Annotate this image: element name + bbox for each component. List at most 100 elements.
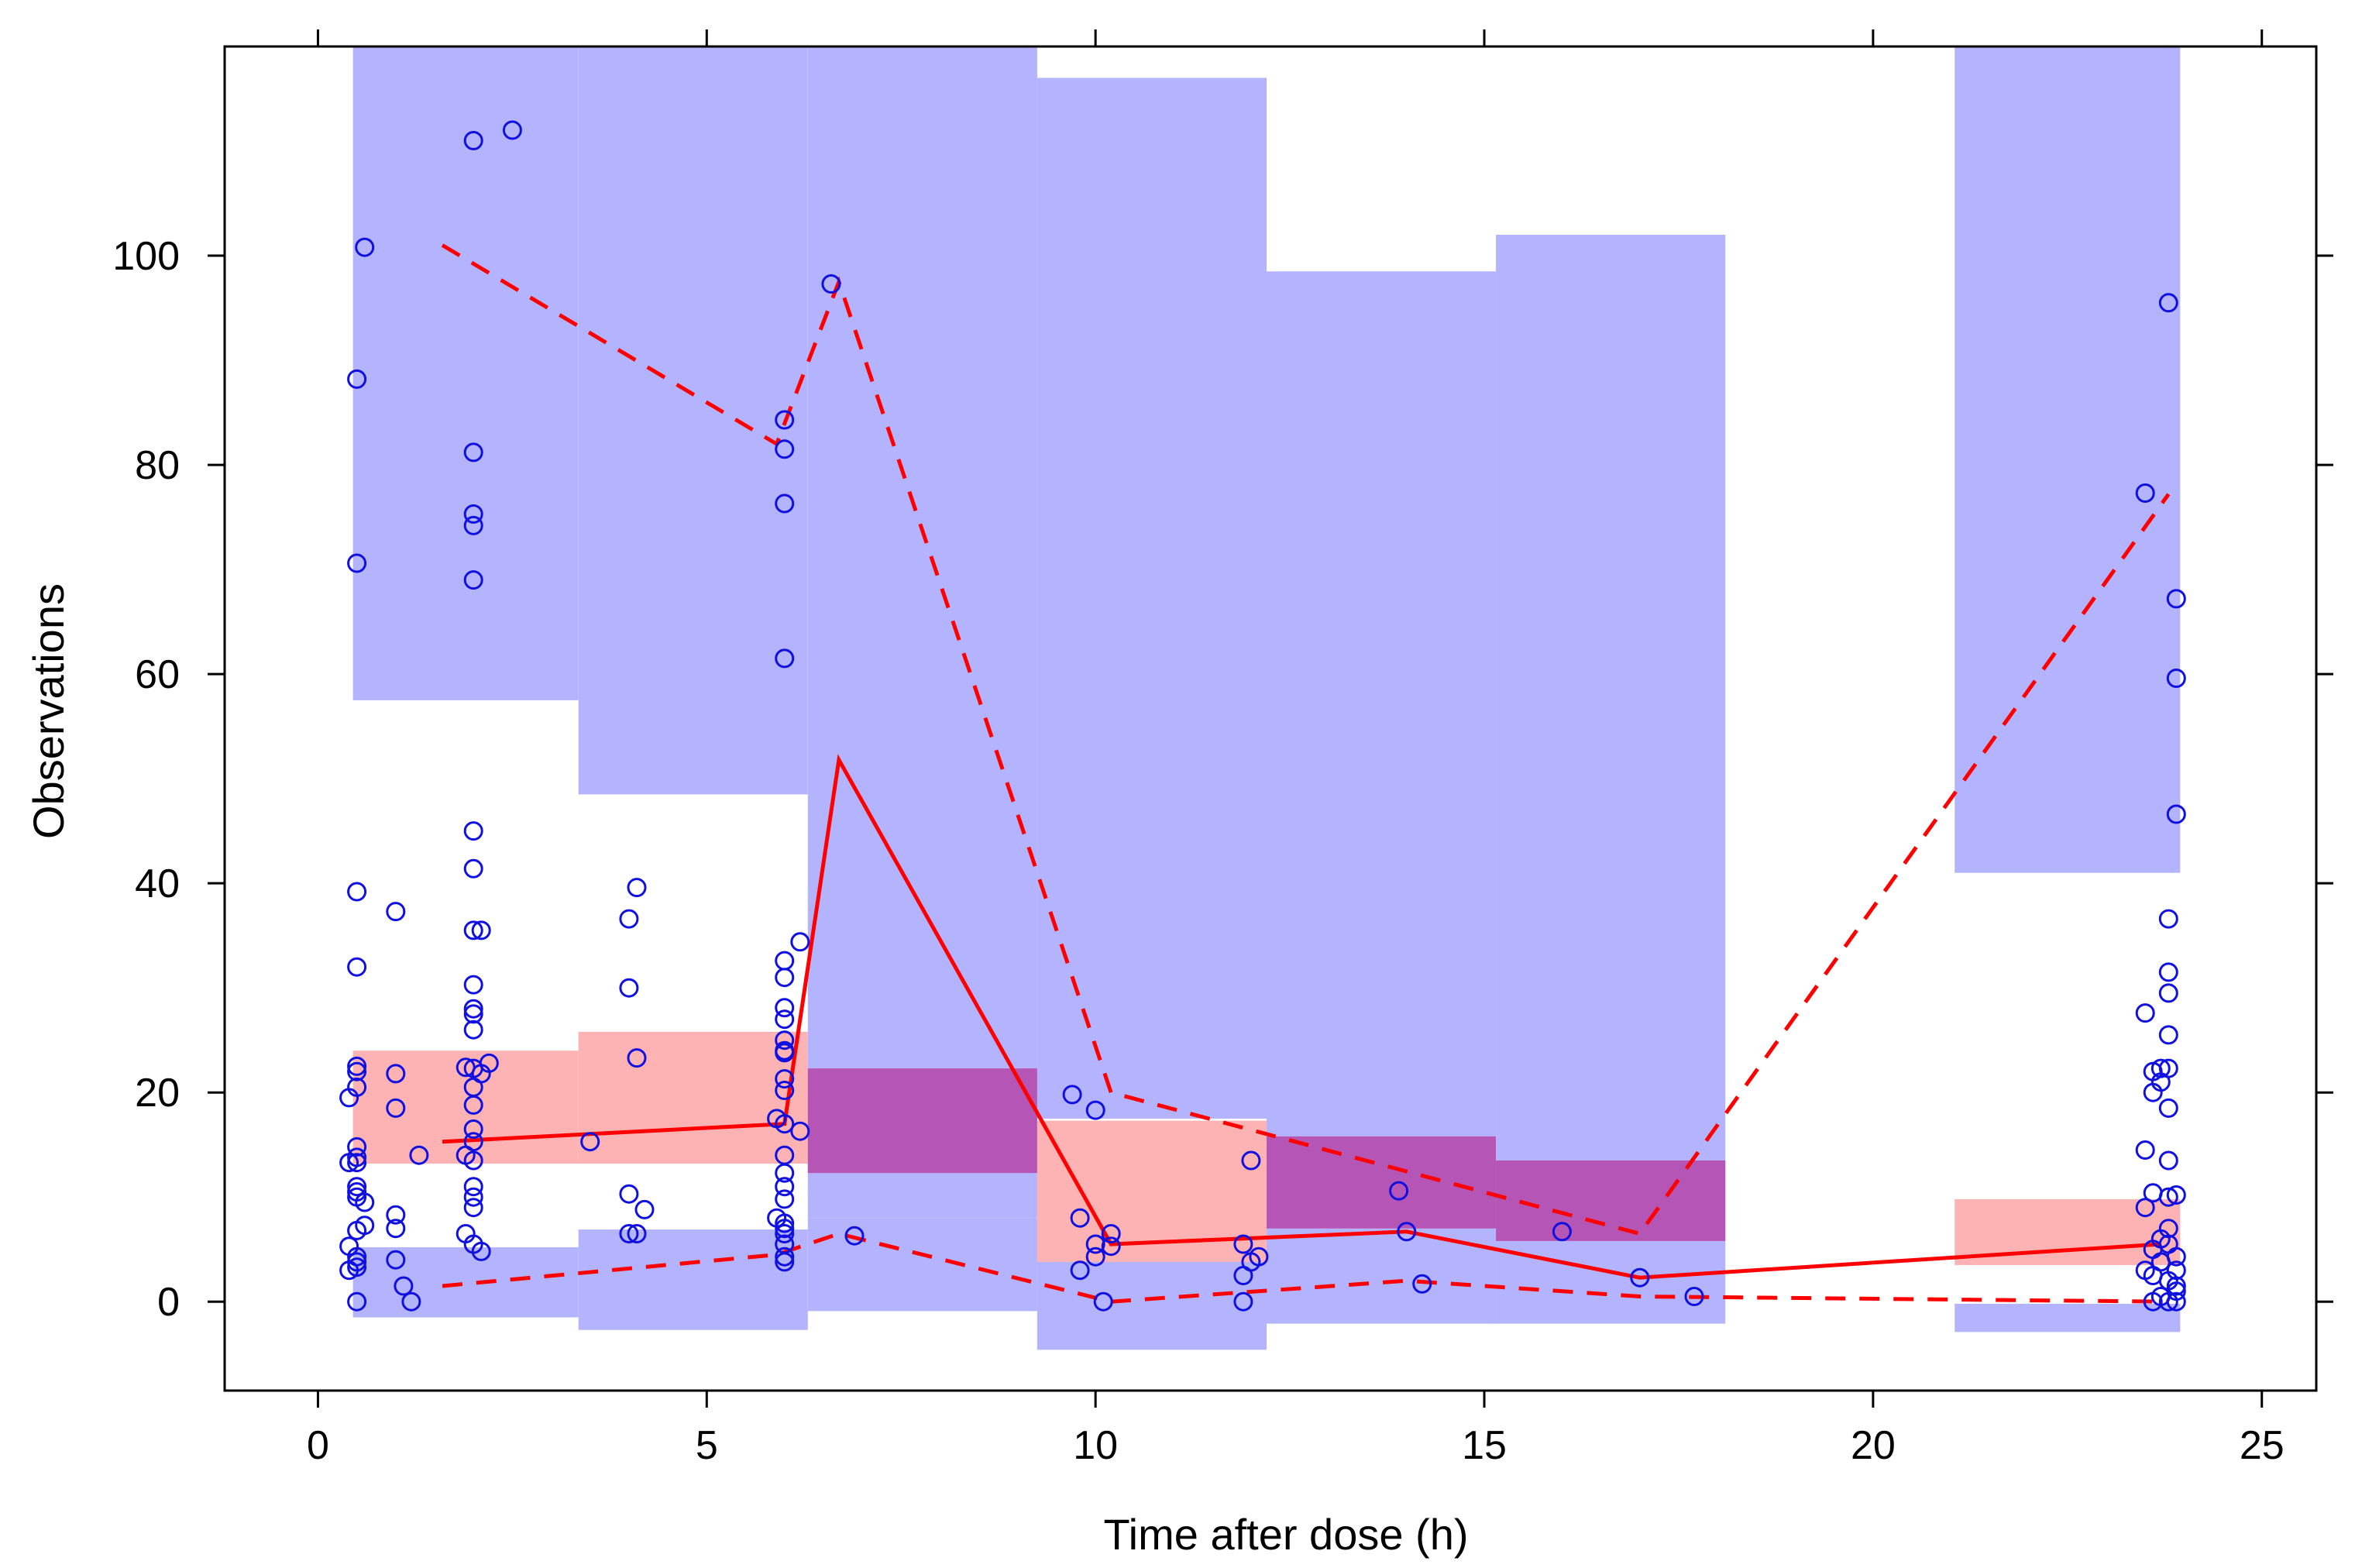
observation-point [386, 1219, 406, 1239]
x-axis-title: Time after dose (h) [1104, 1510, 1469, 1559]
observation-point [775, 1189, 795, 1209]
observation-point [619, 978, 639, 998]
observation-point [1101, 1236, 1121, 1257]
observation-point [347, 1056, 367, 1076]
observation-point [347, 1061, 367, 1081]
observation-point [775, 493, 795, 514]
observation-point [347, 882, 367, 902]
observation-point [2158, 1025, 2178, 1045]
observation-point [2166, 1185, 2186, 1205]
observation-point [775, 1224, 795, 1243]
band-overlap-median-2 [807, 1068, 1037, 1174]
observation-point [347, 1291, 367, 1312]
observation-point [1389, 1181, 1409, 1201]
observation-point [1093, 1291, 1113, 1312]
observation-point [347, 1077, 367, 1097]
observation-point [355, 1216, 375, 1236]
observation-point [1085, 1246, 1105, 1267]
observation-point [463, 1150, 483, 1171]
observation-point [775, 410, 795, 430]
observation-point [463, 858, 483, 879]
observation-point [775, 1219, 795, 1239]
y-tick-label: 20 [135, 1071, 180, 1116]
observation-point [2135, 483, 2155, 503]
lower-pi-band-0 [352, 1247, 579, 1318]
observation-point [775, 1114, 795, 1134]
observation-point [775, 998, 795, 1018]
observation-point [775, 1252, 795, 1272]
y-tick-label: 100 [112, 234, 180, 279]
observation-point [821, 274, 841, 294]
observation-point [1062, 1085, 1082, 1105]
observation-point [2135, 1003, 2155, 1023]
observation-point [347, 1257, 367, 1277]
observation-point [355, 1192, 375, 1212]
observation-point [347, 957, 367, 977]
median-pi-band-1 [578, 1031, 808, 1164]
upper-pi-band-4 [1266, 271, 1497, 1286]
upper-pi-band-1 [578, 46, 808, 795]
observation-point [386, 902, 406, 922]
upper-pi-band-2 [807, 46, 1037, 1219]
observation-point [463, 975, 483, 995]
observation-point [394, 1276, 414, 1296]
observation-point [386, 1250, 406, 1270]
observation-point [471, 920, 491, 940]
observation-point [775, 439, 795, 459]
observation-point [2143, 1082, 2163, 1102]
band-overlap-median-5 [1496, 1160, 1726, 1241]
observation-point [347, 553, 367, 573]
observation-point [2166, 1276, 2186, 1296]
y-tick-label: 40 [135, 861, 180, 906]
percentile-line-1 [441, 243, 2171, 1236]
upper-pi-band-3 [1037, 77, 1267, 1119]
observation-point [1070, 1208, 1090, 1228]
observation-point [1630, 1267, 1650, 1288]
observation-point [386, 1064, 406, 1084]
x-tick-label: 25 [2240, 1423, 2285, 1468]
observation-point [463, 1198, 483, 1218]
observation-point [502, 120, 522, 140]
observation-point [1241, 1150, 1261, 1171]
observation-point [775, 1213, 795, 1233]
x-tick-label: 5 [696, 1423, 718, 1468]
observation-point [2143, 1291, 2163, 1312]
observation-point [2158, 1187, 2178, 1207]
lower-pi-band-1 [578, 1229, 808, 1330]
observation-point [1101, 1224, 1121, 1243]
observation-points [339, 120, 2186, 1312]
observation-point [463, 821, 483, 841]
observation-point [775, 1163, 795, 1183]
observation-point [627, 1048, 647, 1068]
observation-point [619, 1224, 639, 1243]
x-tick-label: 10 [1073, 1423, 1118, 1468]
observation-point [844, 1226, 865, 1246]
observation-point [775, 648, 795, 669]
observation-point [479, 1053, 499, 1073]
observation-point [790, 1121, 810, 1141]
upper-pi-band-0 [352, 46, 579, 700]
observation-point [463, 504, 483, 524]
lower-pi-band-4 [1266, 1285, 1497, 1324]
observation-point [347, 1177, 367, 1197]
observation-point [355, 237, 375, 257]
observation-point [580, 1132, 600, 1152]
observation-point [627, 878, 647, 898]
observation-point [2158, 909, 2178, 929]
observation-point [347, 1136, 367, 1157]
observation-point [775, 951, 795, 971]
observation-point [1233, 1291, 1253, 1312]
x-tick-label: 20 [1851, 1423, 1896, 1468]
observation-point [463, 515, 483, 535]
observation-point [2158, 1098, 2178, 1118]
observation-point [790, 932, 810, 952]
observation-point [463, 1020, 483, 1040]
observation-point [386, 1205, 406, 1225]
observation-point [1684, 1287, 1704, 1306]
observation-point [619, 1184, 639, 1204]
observation-point [1085, 1234, 1105, 1254]
observation-point [471, 1241, 491, 1261]
y-tick-label: 60 [135, 652, 180, 697]
observation-point [2135, 1198, 2155, 1218]
y-tick-label: 0 [157, 1280, 180, 1325]
